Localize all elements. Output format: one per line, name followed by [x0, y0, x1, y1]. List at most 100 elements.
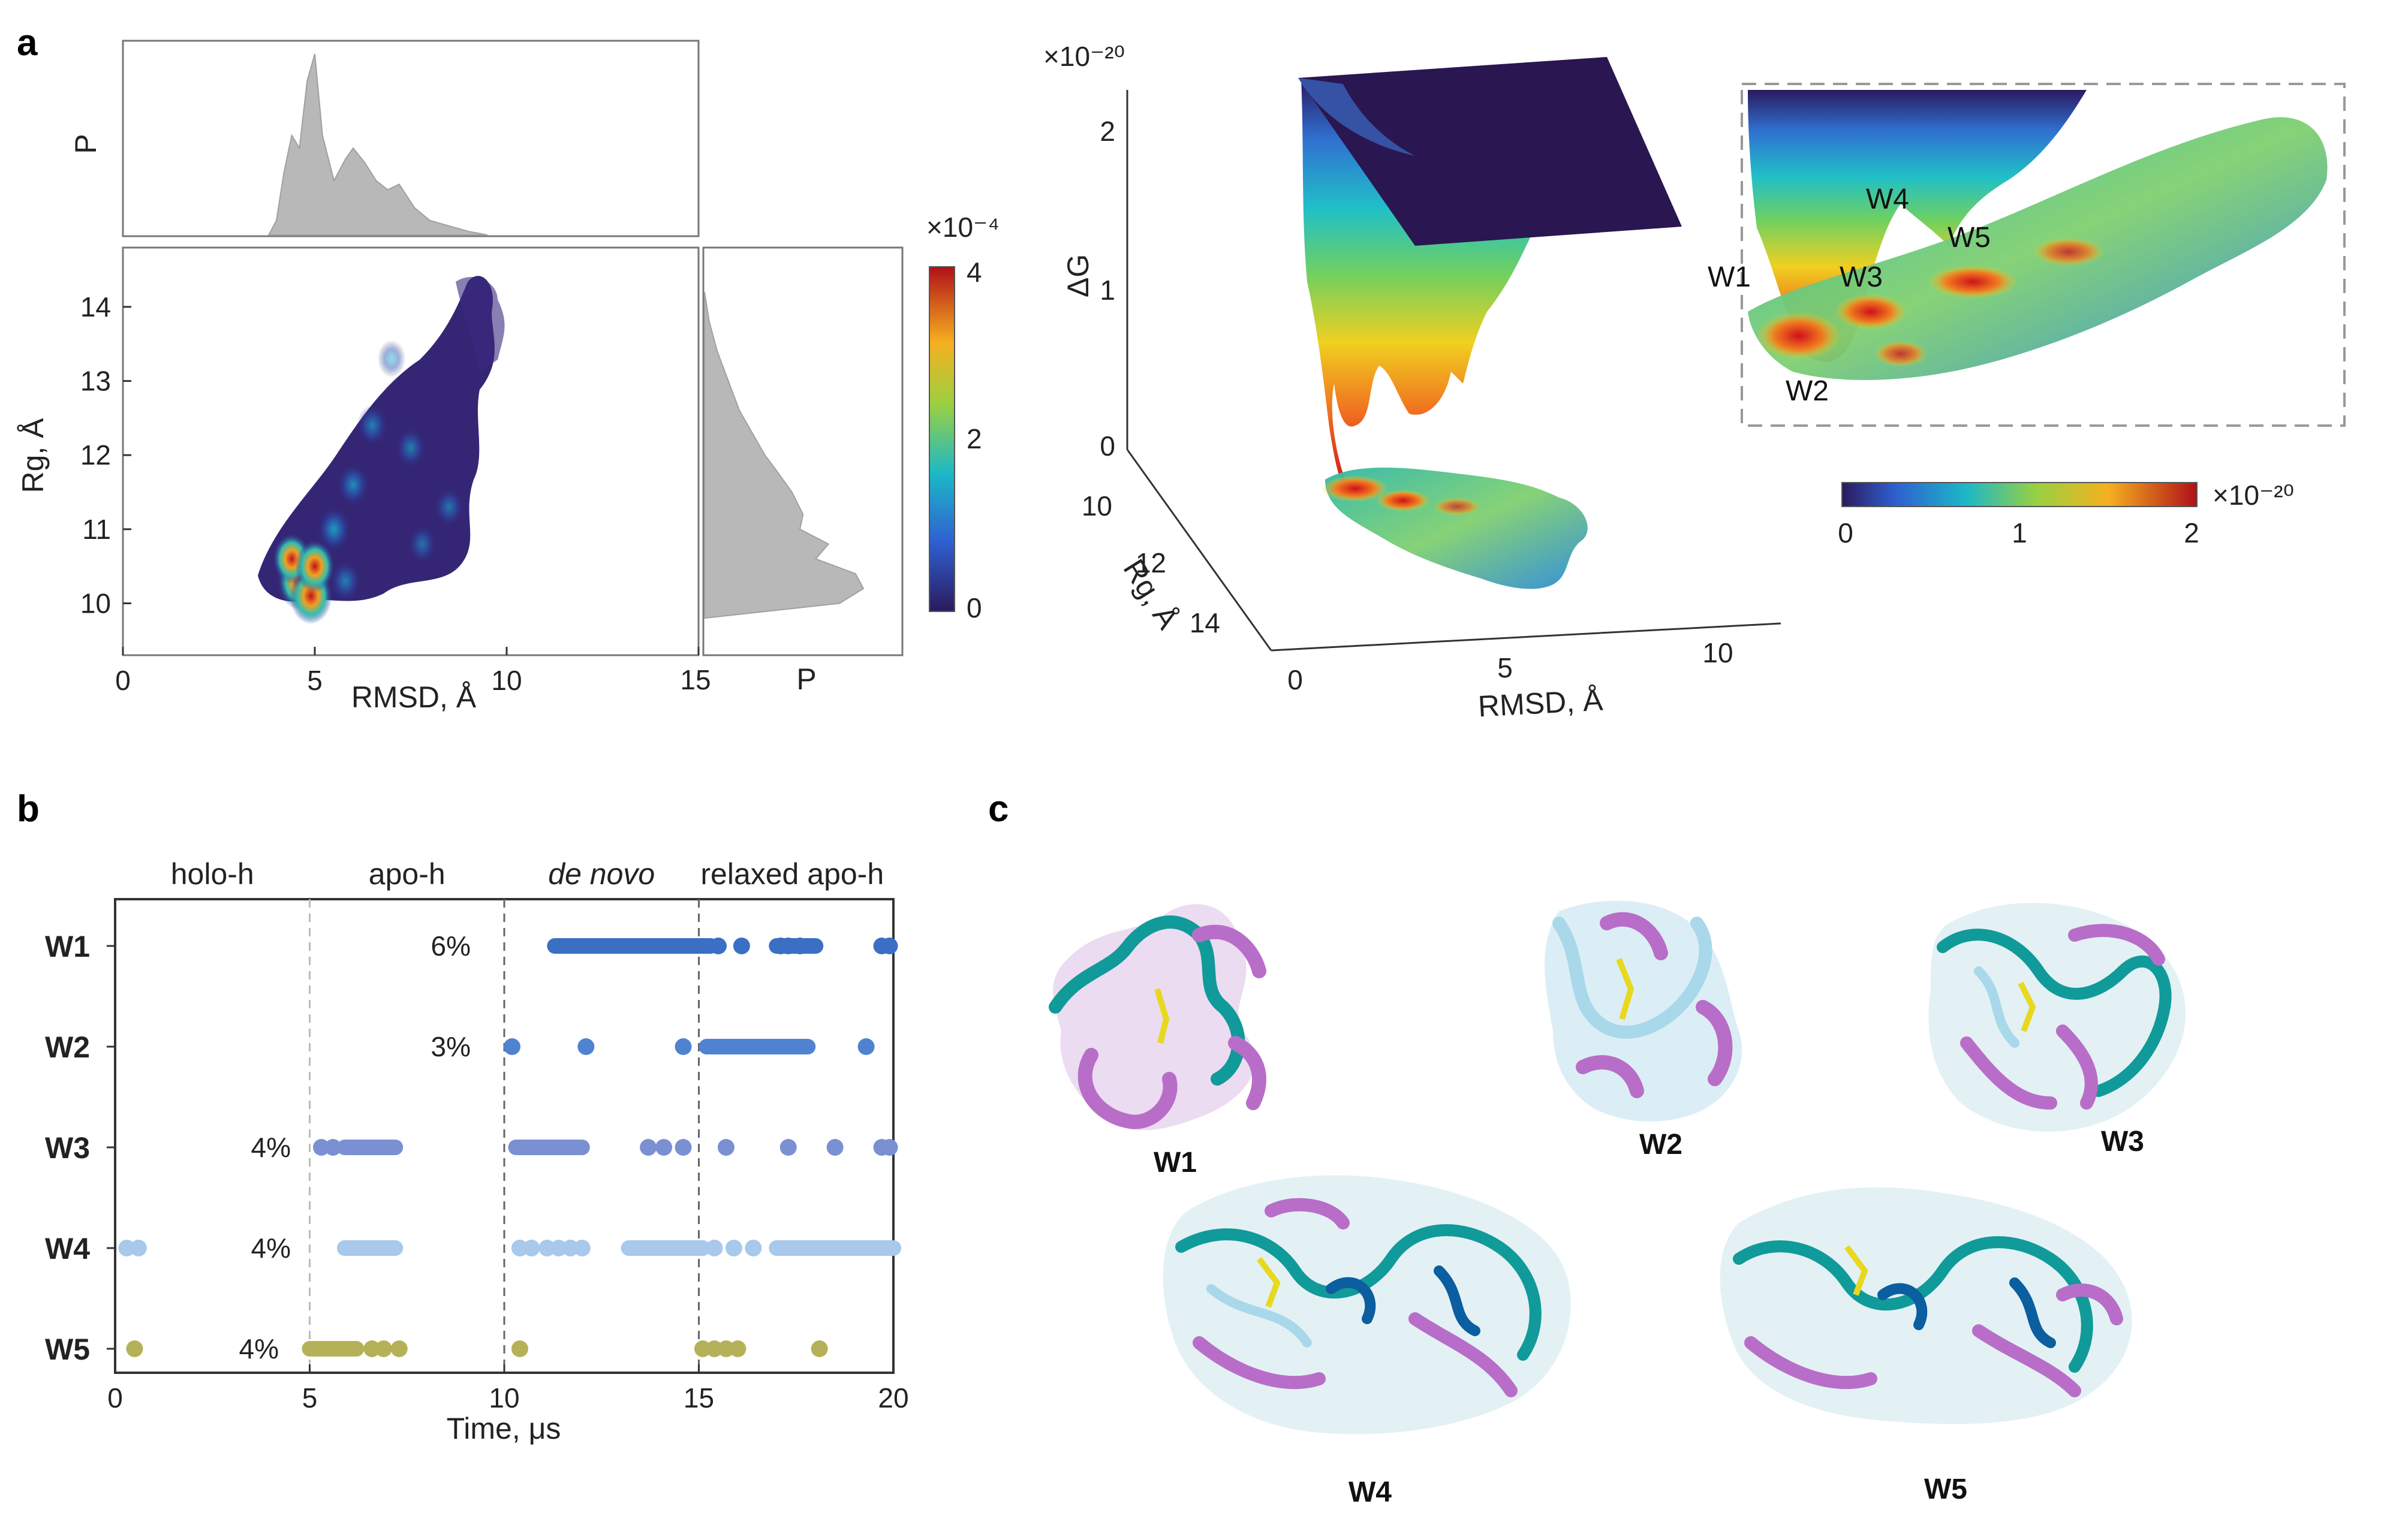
density-blob — [434, 487, 464, 527]
timeline-point — [577, 1038, 595, 1055]
density-blob — [395, 427, 426, 468]
timeline-point — [694, 1340, 711, 1357]
top-marginal-label: P — [69, 134, 103, 153]
density-y-tick-label: 12 — [80, 439, 111, 471]
density-y-label: Rg, Å — [16, 418, 50, 493]
timeline-point — [791, 938, 809, 954]
w4-chain-purple — [1193, 1198, 1518, 1397]
inset-hot-2 — [1835, 294, 1907, 330]
timeline-point — [745, 1240, 762, 1256]
timeline-x-ticks: 0 5 10 15 20 — [107, 1364, 909, 1414]
right-marginal-frame — [702, 246, 904, 656]
density-blob — [295, 540, 335, 593]
density-blobs — [273, 340, 464, 625]
inset-hot-5 — [1874, 340, 1928, 367]
density-plot: 0 5 10 10 11 12 13 14 RMSD, Å Rg, Å — [16, 246, 700, 714]
timeline-segment-labels: holo-h apo-h de novo relaxed apo-h — [171, 857, 884, 891]
density-y-tick-label: 13 — [80, 366, 111, 397]
landscape-rg-tick-14: 14 — [1190, 607, 1220, 638]
density-y-tick-label: 11 — [82, 514, 111, 545]
structure-w3: W3 — [1928, 903, 2186, 1158]
top-marginal-frame — [122, 40, 700, 237]
density-colorbar-tick-0: 0 — [967, 592, 982, 623]
w3-disulfide — [2018, 981, 2036, 1032]
w4-chain-teal — [1175, 1224, 1542, 1361]
timeline-point — [675, 1139, 692, 1156]
timeline-point — [706, 1240, 723, 1256]
structure-label-w4: W4 — [1348, 1476, 1392, 1508]
landscape-colorbar-bar — [1841, 482, 2198, 507]
density-y-tick-label: 10 — [80, 587, 111, 619]
well-label-w5: W5 — [1947, 222, 1991, 254]
timeline-point — [118, 1240, 136, 1256]
structure-w5: W5 — [1720, 1187, 2132, 1505]
w3-chain-teal — [1937, 929, 2172, 1097]
w4-chain-darkblue — [1326, 1265, 1480, 1336]
density-y-ticks: 10 11 12 13 14 — [80, 291, 131, 619]
landscape-z-label: ΔG — [1061, 254, 1095, 297]
landscape-colorbar-exponent: ×10⁻²⁰ — [2213, 480, 2294, 511]
timeline-point — [779, 938, 797, 954]
timeline-point — [538, 1240, 556, 1256]
right-marginal-area — [704, 292, 865, 619]
timeline-point — [511, 1340, 528, 1357]
timeline-point — [550, 1240, 567, 1256]
timeline-x-tick-label: 10 — [489, 1382, 519, 1414]
density-x-ticks: 0 5 10 — [115, 647, 700, 696]
top-marginal-area — [267, 53, 488, 236]
timeline-x-tick-label: 15 — [684, 1382, 714, 1414]
timeline-rows: W1 6% W2 3% W3 4% W4 4% W5 4% — [45, 930, 901, 1366]
timeline-segment-label: holo-h — [171, 857, 254, 891]
landscape-colorbar: 0 1 2 ×10⁻²⁰ — [1838, 480, 2294, 549]
landscape-base-hotspot-3 — [1433, 498, 1481, 516]
well-label-w3: W3 — [1840, 261, 1883, 293]
timeline-point — [729, 1340, 746, 1357]
timeline-point — [706, 1340, 723, 1357]
timeline-point — [503, 1038, 520, 1055]
timeline-dividers — [309, 899, 700, 1373]
timeline-x-tick-label: 0 — [107, 1382, 123, 1414]
landscape-rmsd-label: RMSD, Å — [1477, 683, 1605, 724]
w5-chain-darkblue — [1877, 1277, 2056, 1348]
timeline-plot: holo-h apo-h de novo relaxed apo-h W1 6% W2 3%… — [45, 857, 909, 1445]
density-x-tick-label: 5 — [307, 665, 323, 696]
density-x-tick-label: 10 — [491, 665, 522, 696]
timeline-row-label: W5 — [45, 1333, 90, 1366]
density-blob — [357, 405, 388, 446]
w1-disulfide — [1154, 988, 1170, 1044]
landscape-base-hotspot-2 — [1376, 490, 1430, 511]
density-x-tick-label: 0 — [115, 665, 131, 696]
density-x-label: RMSD, Å — [351, 680, 477, 714]
density-colorbar-exponent: ×10⁻⁴ — [926, 212, 1000, 243]
timeline-point — [881, 1139, 898, 1156]
landscape-rg-axis — [1126, 449, 1272, 651]
timeline-point — [725, 1240, 742, 1256]
timeline-point — [717, 1340, 735, 1357]
timeline-x-label: Time, μs — [447, 1412, 561, 1445]
landscape-rmsd-axis — [1271, 622, 1781, 652]
panel-label-c: c — [988, 788, 1009, 830]
timeline-point — [573, 1240, 591, 1256]
landscape-z-tick-0: 0 — [1100, 430, 1115, 462]
timeline-row-percent: 6% — [431, 930, 471, 962]
timeline-point — [562, 1240, 579, 1256]
w1-chain-purple — [1077, 924, 1266, 1129]
landscape-rg-tick-10: 10 — [1082, 490, 1112, 522]
density-blob — [317, 507, 351, 552]
panel-label-a: a — [17, 22, 38, 64]
landscape-rmsd-tick-5: 5 — [1497, 652, 1513, 683]
landscape-3d: ×10⁻²⁰ 0 1 2 ΔG 10 12 14 Rg, Å 0 5 10 RM… — [1043, 41, 1781, 723]
landscape-top-plane-edge — [1298, 78, 1415, 156]
timeline-point — [375, 1340, 392, 1357]
panel-label-b: b — [17, 788, 40, 830]
timeline-segment-label: de novo — [548, 857, 655, 891]
landscape-rg-label: Rg, Å — [1117, 553, 1185, 635]
timeline-point — [523, 1240, 540, 1256]
timeline-point — [709, 938, 727, 954]
timeline-row-label: W4 — [45, 1232, 90, 1265]
density-colorbar-tick-2: 2 — [967, 423, 982, 454]
timeline-row-percent: 4% — [251, 1232, 291, 1264]
density-colorbar: ×10⁻⁴ 0 2 4 — [926, 212, 1000, 623]
timeline-row-label: W3 — [45, 1131, 90, 1165]
timeline-point — [779, 1139, 797, 1156]
